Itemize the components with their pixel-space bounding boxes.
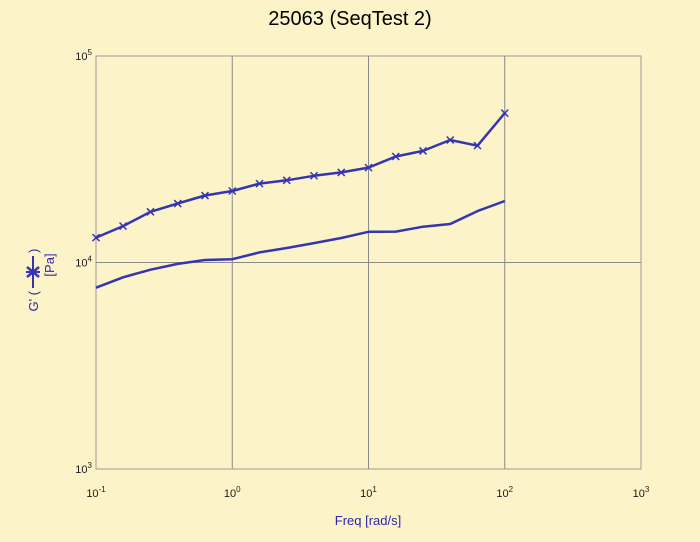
data-point-marker xyxy=(255,179,264,188)
series-line-2 xyxy=(95,199,506,289)
data-point-marker xyxy=(500,109,509,118)
data-point-marker xyxy=(91,233,101,242)
y-axis-label-group: G' ( ) [Pa] xyxy=(26,249,57,312)
y-tick-label: 104 xyxy=(75,255,92,270)
data-point-marker xyxy=(173,199,182,208)
x-tick-label: 101 xyxy=(360,485,377,500)
data-point-marker xyxy=(119,222,128,231)
x-tick-labels: 10-1 100 101 102 103 xyxy=(86,485,650,500)
y-tick-label: 103 xyxy=(75,461,92,476)
data-point-marker xyxy=(473,141,482,150)
data-point-marker xyxy=(146,207,155,216)
series-line-1 xyxy=(95,112,506,239)
data-point-marker xyxy=(391,152,400,161)
data-point-marker xyxy=(228,186,237,196)
y-axis-legend-marker xyxy=(26,256,40,288)
x-tick-label: 103 xyxy=(633,485,650,500)
chart-title: 25063 (SeqTest 2) xyxy=(268,8,432,30)
data-point-marker xyxy=(200,191,210,200)
y-axis-unit: [Pa] xyxy=(42,253,57,276)
y-tick-labels: 103 104 105 xyxy=(75,48,92,476)
data-point-marker xyxy=(309,171,319,180)
x-axis-label: Freq [rad/s] xyxy=(335,513,401,528)
grid-lines xyxy=(96,56,641,469)
y-axis-label: G' ( xyxy=(26,290,41,311)
series-lines xyxy=(91,109,509,289)
x-tick-label: 100 xyxy=(224,485,241,500)
x-tick-label: 102 xyxy=(496,485,513,500)
y-axis-label-close: ) xyxy=(26,249,41,253)
data-point-marker xyxy=(418,146,428,155)
data-point-marker xyxy=(364,163,373,172)
y-tick-label: 105 xyxy=(75,48,92,63)
data-point-marker xyxy=(446,135,455,145)
x-tick-label: 10-1 xyxy=(86,485,106,500)
data-point-marker xyxy=(337,168,346,177)
data-point-marker xyxy=(282,176,291,185)
